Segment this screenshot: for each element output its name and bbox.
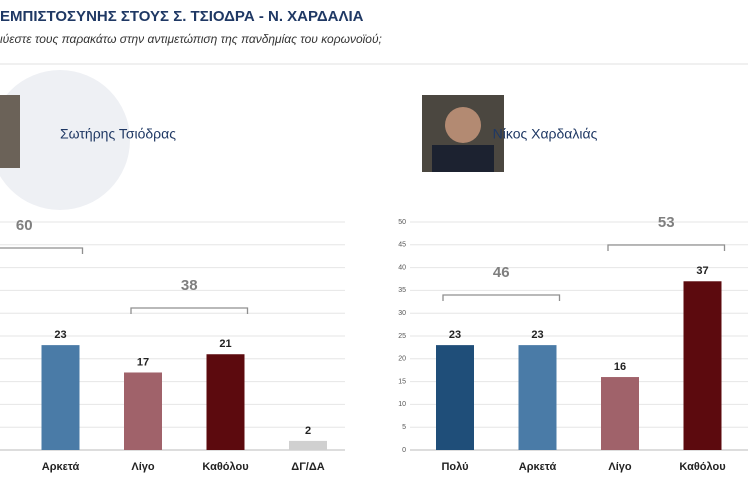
bar xyxy=(206,354,245,450)
photo-body xyxy=(432,145,494,172)
y-tick-label: 40 xyxy=(398,264,406,271)
group-bracket xyxy=(442,294,561,301)
group-bracket xyxy=(607,244,726,251)
y-tick-label: 10 xyxy=(398,401,406,408)
person-name: Νίκος Χαρδαλιάς xyxy=(493,126,598,142)
y-tick-label: 15 xyxy=(398,378,406,385)
x-tick-label: Καθόλου xyxy=(202,461,248,473)
y-tick-label: 20 xyxy=(398,356,406,363)
bar xyxy=(518,345,557,450)
x-tick-label: Καθόλου xyxy=(679,461,725,473)
x-tick-label: Λίγο xyxy=(608,461,632,473)
bar xyxy=(436,345,474,450)
y-tick-label: 30 xyxy=(398,310,406,317)
bar xyxy=(289,440,327,450)
value-label: 23 xyxy=(54,329,66,341)
bar xyxy=(41,345,80,450)
group-total: 60 xyxy=(16,217,33,234)
x-tick-label: Αρκετά xyxy=(42,461,80,473)
title: ΕΜΠΙΣΤΟΣΥΝΗΣ ΣΤΟΥΣ Σ. ΤΣΙΟΔΡΑ - Ν. ΧΑΡΔΑ… xyxy=(0,8,364,25)
decoration xyxy=(0,70,130,210)
group-total: 46 xyxy=(493,264,510,281)
photo-face xyxy=(445,107,481,143)
y-tick-label: 25 xyxy=(398,333,406,340)
group-total: 38 xyxy=(181,277,198,294)
bar xyxy=(124,372,162,450)
y-tick-label: 35 xyxy=(398,287,406,294)
subtitle: ιύεστε τους παρακάτω στην αντιμετώπιση τ… xyxy=(0,32,382,46)
y-tick-label: 0 xyxy=(402,447,406,454)
x-tick-label: ΔΓ/ΔΑ xyxy=(291,461,324,473)
bar xyxy=(683,281,722,450)
person-name: Σωτήρης Τσιόδρας xyxy=(60,126,176,142)
y-tick-label: 5 xyxy=(402,424,406,431)
value-label: 2 xyxy=(305,425,311,437)
group-bracket xyxy=(130,307,249,314)
value-label: 37 xyxy=(696,265,708,277)
group-total: 53 xyxy=(658,214,675,231)
bar xyxy=(601,377,639,450)
y-tick-label: 45 xyxy=(398,242,406,249)
group-bracket xyxy=(0,247,84,254)
value-label: 21 xyxy=(219,338,231,350)
photo xyxy=(0,95,20,168)
value-label: 23 xyxy=(531,329,543,341)
x-tick-label: Λίγο xyxy=(131,461,155,473)
x-tick-label: Πολύ xyxy=(441,461,468,473)
x-tick-label: Αρκετά xyxy=(519,461,557,473)
y-tick-label: 50 xyxy=(398,219,406,226)
value-label: 17 xyxy=(137,356,149,368)
value-label: 23 xyxy=(449,329,461,341)
value-label: 16 xyxy=(614,361,626,373)
